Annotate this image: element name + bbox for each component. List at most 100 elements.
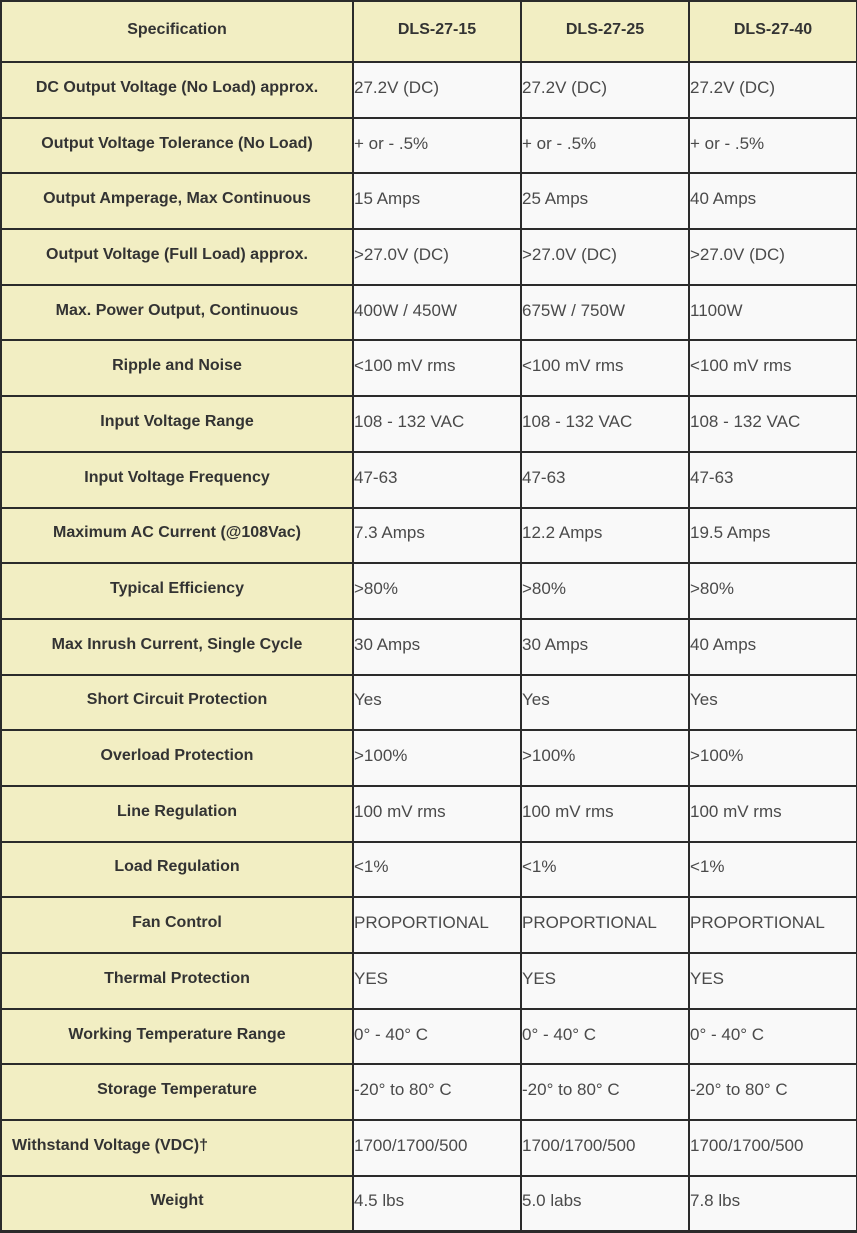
spec-value: <100 mV rms (520, 339, 690, 398)
table-row: Output Voltage (Full Load) approx. >27.0V… (0, 228, 857, 286)
spec-label: Output Amperage, Max Continuous (0, 172, 354, 231)
spec-value: 30 Amps (520, 617, 690, 676)
spec-label: Overload Protection (0, 729, 354, 787)
spec-value: 0° - 40° C (688, 1007, 857, 1066)
spec-label: Working Temperature Range (0, 1007, 354, 1066)
spec-value: + or - .5% (688, 116, 857, 175)
spec-value: <1% (688, 840, 857, 899)
spec-value: >80% (352, 562, 522, 620)
table-row: Max. Power Output, Continuous 400W / 450W… (0, 283, 857, 342)
spec-value: Yes (352, 673, 522, 732)
spec-value: >27.0V (DC) (688, 228, 857, 286)
table-row: Withstand Voltage (VDC)† 1700/1700/500 170… (0, 1119, 857, 1177)
table-row: Fan Control PROPORTIONAL PROPORTIONAL PROPO… (0, 896, 857, 954)
spec-value: 0° - 40° C (520, 1007, 690, 1066)
spec-label: Input Voltage Frequency (0, 450, 354, 509)
spec-label: Output Voltage (Full Load) approx. (0, 228, 354, 286)
table-row: Output Amperage, Max Continuous 15 Amps 25… (0, 172, 857, 231)
spec-value: YES (352, 952, 522, 1010)
spec-value: 1700/1700/500 (520, 1119, 690, 1177)
spec-value: Yes (688, 673, 857, 732)
spec-value: 108 - 132 VAC (352, 395, 522, 453)
spec-value: 100 mV rms (520, 784, 690, 843)
spec-label: Thermal Protection (0, 952, 354, 1010)
spec-value: 100 mV rms (688, 784, 857, 843)
spec-label: Max. Power Output, Continuous (0, 283, 354, 342)
spec-value: >80% (688, 562, 857, 620)
table-row: Thermal Protection YES YES YES (0, 952, 857, 1010)
spec-label: Typical Efficiency (0, 562, 354, 620)
spec-label: Input Voltage Range (0, 395, 354, 453)
spec-value: >27.0V (DC) (352, 228, 522, 286)
spec-value: 108 - 132 VAC (520, 395, 690, 453)
spec-value: 1700/1700/500 (688, 1119, 857, 1177)
spec-value: YES (688, 952, 857, 1010)
spec-value: 25 Amps (520, 172, 690, 231)
spec-value: PROPORTIONAL (352, 896, 522, 954)
table-row: Short Circuit Protection Yes Yes Yes (0, 673, 857, 732)
spec-label: Max Inrush Current, Single Cycle (0, 617, 354, 676)
spec-value: 15 Amps (352, 172, 522, 231)
table-row: Max Inrush Current, Single Cycle 30 Amps 3… (0, 617, 857, 676)
spec-value: + or - .5% (352, 116, 522, 175)
spec-value: YES (520, 952, 690, 1010)
spec-value: <100 mV rms (352, 339, 522, 398)
spec-label: Maximum AC Current (@108Vac) (0, 506, 354, 565)
spec-value: 27.2V (DC) (688, 61, 857, 119)
spec-value: PROPORTIONAL (520, 896, 690, 954)
table-row: Typical Efficiency >80% >80% >80% (0, 562, 857, 620)
spec-value: + or - .5% (520, 116, 690, 175)
spec-value: PROPORTIONAL (688, 896, 857, 954)
table-row: Weight 4.5 lbs 5.0 labs 7.8 lbs (0, 1174, 857, 1233)
spec-value: 1100W (688, 283, 857, 342)
spec-label: Weight (0, 1174, 354, 1233)
spec-value: >100% (688, 729, 857, 787)
spec-value: 47-63 (352, 450, 522, 509)
spec-value: 27.2V (DC) (520, 61, 690, 119)
table-row: Load Regulation <1% <1% <1% (0, 840, 857, 899)
spec-value: 1700/1700/500 (352, 1119, 522, 1177)
table-row: Maximum AC Current (@108Vac) 7.3 Amps 12.2… (0, 506, 857, 565)
spec-value: 47-63 (520, 450, 690, 509)
spec-label: Load Regulation (0, 840, 354, 899)
spec-value: 400W / 450W (352, 283, 522, 342)
spec-value: 108 - 132 VAC (688, 395, 857, 453)
table-row: Overload Protection >100% >100% >100% (0, 729, 857, 787)
spec-value: 5.0 labs (520, 1174, 690, 1233)
spec-label: Line Regulation (0, 784, 354, 843)
spec-value: -20° to 80° C (688, 1063, 857, 1122)
spec-value: 47-63 (688, 450, 857, 509)
spec-label: Fan Control (0, 896, 354, 954)
spec-value: >100% (352, 729, 522, 787)
spec-value: 4.5 lbs (352, 1174, 522, 1233)
spec-value: 0° - 40° C (352, 1007, 522, 1066)
spec-value: -20° to 80° C (352, 1063, 522, 1122)
spec-value: 40 Amps (688, 617, 857, 676)
header-row: Specification DLS-27-15 DLS-27-25 DLS-27… (0, 0, 857, 63)
column-header-dls-27-40: DLS-27-40 (688, 0, 857, 63)
spec-label: Output Voltage Tolerance (No Load) (0, 116, 354, 175)
spec-label: Withstand Voltage (VDC)† (0, 1119, 354, 1177)
table-row: Working Temperature Range 0° - 40° C 0° - … (0, 1007, 857, 1066)
spec-value: 40 Amps (688, 172, 857, 231)
spec-value: Yes (520, 673, 690, 732)
spec-value: >27.0V (DC) (520, 228, 690, 286)
table-row: Output Voltage Tolerance (No Load) + or -… (0, 116, 857, 175)
spec-value: 12.2 Amps (520, 506, 690, 565)
spec-value: <100 mV rms (688, 339, 857, 398)
spec-value: <1% (520, 840, 690, 899)
spec-value: >100% (520, 729, 690, 787)
table-row: Input Voltage Range 108 - 132 VAC 108 - 13… (0, 395, 857, 453)
spec-value: 19.5 Amps (688, 506, 857, 565)
column-header-specification: Specification (0, 0, 354, 63)
spec-value: 7.3 Amps (352, 506, 522, 565)
spec-value: 30 Amps (352, 617, 522, 676)
spec-value: 7.8 lbs (688, 1174, 857, 1233)
spec-value: >80% (520, 562, 690, 620)
spec-value: <1% (352, 840, 522, 899)
column-header-dls-27-25: DLS-27-25 (520, 0, 690, 63)
table-row: Input Voltage Frequency 47-63 47-63 47-63 (0, 450, 857, 509)
spec-label: Ripple and Noise (0, 339, 354, 398)
table-row: DC Output Voltage (No Load) approx. 27.2V… (0, 61, 857, 119)
